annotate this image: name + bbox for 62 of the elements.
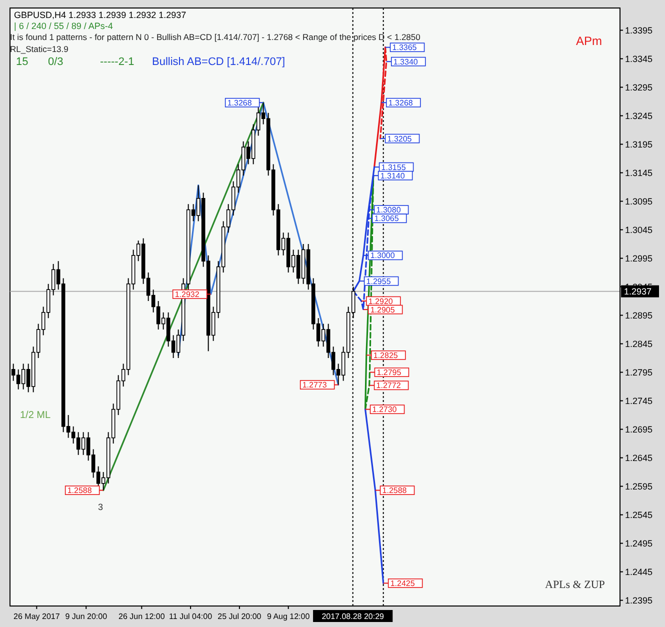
annotation: 0/3 xyxy=(48,56,64,68)
y-tick-label: 1.3195 xyxy=(625,139,653,150)
annotation: 3 xyxy=(98,502,104,512)
annotation: 1.3000 xyxy=(370,251,396,260)
y-tick-label: 1.3295 xyxy=(625,82,653,92)
annotation: 1.3268 xyxy=(227,98,252,108)
annotation: 1.3268 xyxy=(388,98,414,108)
y-tick-label: 1.2395 xyxy=(625,595,653,606)
x-tick-label: 11 Jul 04:00 xyxy=(169,612,213,621)
annotation: 1.3205 xyxy=(387,134,412,144)
annotation: 1.3340 xyxy=(393,57,418,66)
x-tick-label: 26 Jun 12:00 xyxy=(118,612,166,621)
annotation: It is found 1 patterns - for pattern N 0 - Bullish AB=CD [1.414/.707] - 1.2768 < Range of the prices D < 1.2850 xyxy=(10,32,421,42)
annotation: 1.3155 xyxy=(381,162,406,172)
ref-line-label: 1.2937 xyxy=(624,286,652,296)
annotation: 1.3080 xyxy=(376,206,402,215)
annotation: 1/2 ML xyxy=(20,410,52,421)
annotation: 1.2825 xyxy=(373,350,398,360)
x-tick-label: 9 Jun 20:00 xyxy=(65,612,108,621)
y-tick-label: 1.3145 xyxy=(625,168,653,178)
y-tick-label: 1.2495 xyxy=(625,538,653,548)
annotation: Bullish AB=CD [1.414/.707] xyxy=(152,56,285,68)
ref-line-label: 2017.08.28 20:29 xyxy=(322,612,385,621)
annotation: 1.2905 xyxy=(370,305,396,314)
y-tick-label: 1.2595 xyxy=(625,481,653,492)
y-tick-label: 1.2695 xyxy=(625,424,653,434)
annotation: 1.3065 xyxy=(374,214,400,224)
y-tick-label: 1.3045 xyxy=(625,224,653,235)
y-tick-label: 1.3395 xyxy=(625,25,653,36)
annotation: 1.2772 xyxy=(376,381,402,390)
chart-title: GBPUSD,H4 1.2933 1.2939 1.2932 1.2937 xyxy=(14,10,186,20)
y-tick-label: 1.3345 xyxy=(625,54,653,64)
annotation: 1.2588 xyxy=(67,486,92,496)
y-tick-label: 1.3095 xyxy=(625,196,653,206)
x-tick-label: 9 Aug 12:00 xyxy=(266,612,310,621)
annotation: 1.3140 xyxy=(380,171,406,180)
annotation: RL_Static=13.9 xyxy=(10,44,69,54)
annotation: 1.3365 xyxy=(392,43,418,52)
annotation: 1.2588 xyxy=(382,486,408,496)
annotation: 1.2932 xyxy=(174,290,200,299)
y-tick-label: 1.2845 xyxy=(625,338,653,349)
text: | 6 / 240 / 55 / 89 / APs-4 xyxy=(14,21,113,31)
y-tick-label: 1.3245 xyxy=(625,110,653,121)
annotation: APm xyxy=(576,34,602,48)
x-tick-label: 25 Jul 20:00 xyxy=(218,612,262,621)
annotation: -----2-1 xyxy=(100,56,134,68)
annotation: 1.2795 xyxy=(376,368,402,378)
annotation: 1.2773 xyxy=(302,380,328,390)
y-tick-label: 1.2445 xyxy=(625,566,653,577)
annotation: APLs & ZUP xyxy=(545,579,605,591)
y-tick-label: 1.2795 xyxy=(625,367,653,378)
annotation: 15 xyxy=(16,56,28,68)
x-tick-label: 26 May 2017 xyxy=(14,612,60,621)
y-tick-label: 1.2895 xyxy=(625,310,653,320)
annotation: 1.2955 xyxy=(366,276,392,286)
annotation: 1.2730 xyxy=(372,405,398,414)
y-tick-label: 1.2545 xyxy=(625,510,653,520)
annotation: 1.2920 xyxy=(368,296,394,306)
y-tick-label: 1.2995 xyxy=(625,253,653,264)
y-tick-label: 1.2645 xyxy=(625,452,653,463)
annotation: 1.2425 xyxy=(390,578,416,588)
y-tick-label: 1.2745 xyxy=(625,396,653,406)
